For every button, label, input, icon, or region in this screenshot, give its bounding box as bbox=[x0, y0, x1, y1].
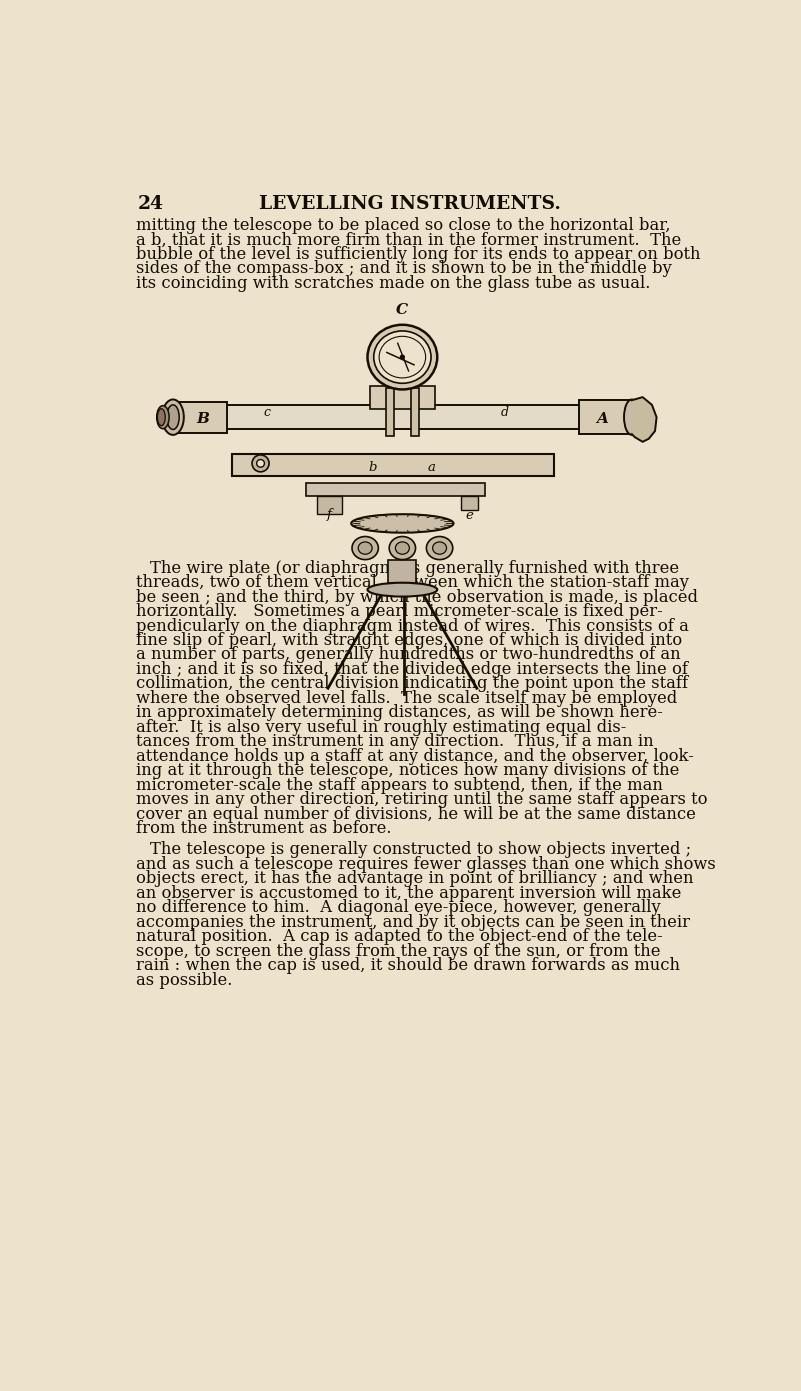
Ellipse shape bbox=[252, 455, 269, 472]
Text: threads, two of them vertical, between which the station-staff may: threads, two of them vertical, between w… bbox=[136, 574, 689, 591]
Ellipse shape bbox=[358, 542, 372, 554]
FancyBboxPatch shape bbox=[411, 388, 419, 435]
Text: in approximately determining distances, as will be shown here-: in approximately determining distances, … bbox=[136, 704, 662, 722]
Text: scope, to screen the glass from the rays of the sun, or from the: scope, to screen the glass from the rays… bbox=[136, 943, 660, 960]
Text: tances from the instrument in any direction.  Thus, if a man in: tances from the instrument in any direct… bbox=[136, 733, 654, 750]
Text: natural position.  A cap is adapted to the object-end of the tele-: natural position. A cap is adapted to th… bbox=[136, 928, 662, 946]
Ellipse shape bbox=[162, 399, 183, 435]
Text: cover an equal number of divisions, he will be at the same distance: cover an equal number of divisions, he w… bbox=[136, 805, 695, 822]
Text: The wire plate (or diaphragm) is generally furnished with three: The wire plate (or diaphragm) is general… bbox=[150, 559, 679, 577]
Text: f: f bbox=[327, 508, 332, 520]
Text: after.  It is also very useful in roughly estimating equal dis-: after. It is also very useful in roughly… bbox=[136, 719, 626, 736]
Text: B: B bbox=[196, 413, 209, 427]
Text: b: b bbox=[368, 462, 377, 474]
Text: accompanies the instrument, and by it objects can be seen in their: accompanies the instrument, and by it ob… bbox=[136, 914, 690, 931]
FancyBboxPatch shape bbox=[579, 401, 632, 434]
Text: mitting the telescope to be placed so close to the horizontal bar,: mitting the telescope to be placed so cl… bbox=[136, 217, 670, 234]
Text: be seen ; and the third, by which the observation is made, is placed: be seen ; and the third, by which the ob… bbox=[136, 588, 698, 605]
Ellipse shape bbox=[351, 515, 453, 533]
Ellipse shape bbox=[624, 399, 639, 435]
Ellipse shape bbox=[426, 537, 453, 559]
FancyBboxPatch shape bbox=[231, 453, 553, 476]
Ellipse shape bbox=[389, 537, 416, 559]
Text: sides of the compass-box ; and it is shown to be in the middle by: sides of the compass-box ; and it is sho… bbox=[136, 260, 672, 277]
Text: objects erect, it has the advantage in point of brilliancy ; and when: objects erect, it has the advantage in p… bbox=[136, 871, 694, 887]
Text: inch ; and it is so fixed, that the divided edge intersects the line of: inch ; and it is so fixed, that the divi… bbox=[136, 661, 688, 677]
Text: as possible.: as possible. bbox=[136, 972, 232, 989]
Polygon shape bbox=[632, 398, 657, 442]
Text: C: C bbox=[396, 303, 409, 317]
Ellipse shape bbox=[374, 331, 431, 384]
FancyBboxPatch shape bbox=[388, 559, 417, 583]
FancyBboxPatch shape bbox=[461, 495, 478, 509]
Ellipse shape bbox=[157, 406, 169, 428]
Text: collimation, the central division indicating the point upon the staff: collimation, the central division indica… bbox=[136, 676, 688, 693]
Ellipse shape bbox=[256, 459, 264, 467]
Ellipse shape bbox=[368, 324, 437, 389]
Text: a number of parts, generally hundredths or two-hundredths of an: a number of parts, generally hundredths … bbox=[136, 647, 680, 664]
Ellipse shape bbox=[400, 355, 405, 359]
Text: and as such a telescope requires fewer glasses than one which shows: and as such a telescope requires fewer g… bbox=[136, 855, 715, 874]
Ellipse shape bbox=[396, 542, 409, 554]
FancyBboxPatch shape bbox=[386, 388, 394, 435]
Ellipse shape bbox=[379, 337, 425, 378]
Text: attendance holds up a staff at any distance, and the observer, look-: attendance holds up a staff at any dista… bbox=[136, 748, 694, 765]
Text: a b, that it is much more firm than in the former instrument.  The: a b, that it is much more firm than in t… bbox=[136, 231, 681, 249]
Text: ing at it through the telescope, notices how many divisions of the: ing at it through the telescope, notices… bbox=[136, 762, 679, 779]
Text: LEVELLING INSTRUMENTS.: LEVELLING INSTRUMENTS. bbox=[260, 195, 561, 213]
Text: its coinciding with scratches made on the glass tube as usual.: its coinciding with scratches made on th… bbox=[136, 275, 650, 292]
Text: d: d bbox=[501, 406, 509, 419]
Text: where the observed level falls.  The scale itself may be employed: where the observed level falls. The scal… bbox=[136, 690, 677, 707]
Ellipse shape bbox=[167, 405, 179, 430]
Text: an observer is accustomed to it, the apparent inversion will make: an observer is accustomed to it, the app… bbox=[136, 885, 681, 901]
Text: bubble of the level is sufficiently long for its ends to appear on both: bubble of the level is sufficiently long… bbox=[136, 246, 700, 263]
Text: horizontally.   Sometimes a pearl micrometer-scale is fixed per-: horizontally. Sometimes a pearl micromet… bbox=[136, 604, 662, 620]
Ellipse shape bbox=[368, 583, 437, 597]
FancyBboxPatch shape bbox=[178, 405, 581, 430]
Text: moves in any other direction, retiring until the same staff appears to: moves in any other direction, retiring u… bbox=[136, 791, 707, 808]
Text: micrometer-scale the staff appears to subtend, then, if the man: micrometer-scale the staff appears to su… bbox=[136, 776, 662, 794]
Ellipse shape bbox=[352, 537, 378, 559]
Text: e: e bbox=[466, 509, 473, 522]
Text: fine slip of pearl, with straight edges, one of which is divided into: fine slip of pearl, with straight edges,… bbox=[136, 632, 682, 650]
FancyBboxPatch shape bbox=[317, 495, 342, 515]
Text: 24: 24 bbox=[137, 195, 163, 213]
Text: c: c bbox=[264, 406, 270, 419]
Text: The telescope is generally constructed to show objects inverted ;: The telescope is generally constructed t… bbox=[150, 842, 690, 858]
Text: a: a bbox=[428, 462, 436, 474]
FancyBboxPatch shape bbox=[171, 402, 227, 433]
FancyBboxPatch shape bbox=[305, 483, 485, 497]
FancyBboxPatch shape bbox=[370, 387, 435, 409]
Text: from the instrument as before.: from the instrument as before. bbox=[136, 821, 391, 837]
Text: pendicularly on the diaphragm instead of wires.  This consists of a: pendicularly on the diaphragm instead of… bbox=[136, 618, 689, 634]
Text: rain : when the cap is used, it should be drawn forwards as much: rain : when the cap is used, it should b… bbox=[136, 957, 680, 974]
Text: A: A bbox=[597, 413, 608, 427]
Ellipse shape bbox=[158, 409, 165, 426]
Text: no difference to him.  A diagonal eye-piece, however, generally: no difference to him. A diagonal eye-pie… bbox=[136, 900, 661, 917]
Ellipse shape bbox=[433, 542, 446, 554]
